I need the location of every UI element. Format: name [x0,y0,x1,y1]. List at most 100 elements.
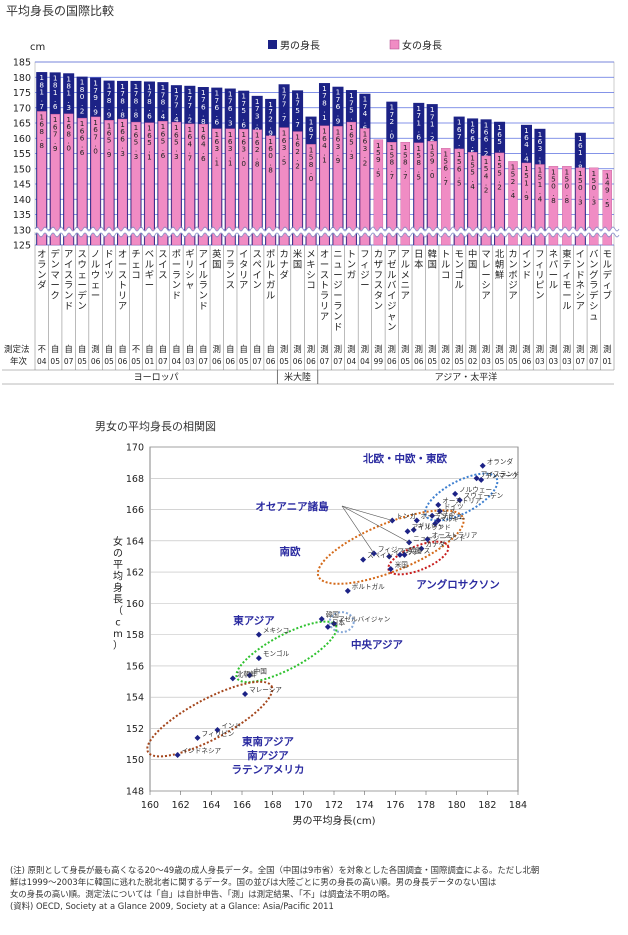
bar-female [481,155,491,246]
data-label-female-char: 6 [201,154,206,163]
data-label-female: 163.1 [228,130,233,168]
x-tick-label-char: イ [387,291,396,302]
x-tick-label-char: ル [454,280,463,291]
data-label-male-char: 2 [188,116,193,125]
data-label-female-char: 8 [416,158,421,167]
data-label-male-char: 1 [309,118,314,127]
data-label-female-char: . [175,145,177,154]
x-tick-label-char: マ [481,249,490,260]
scatter-point [331,620,337,627]
data-label-male-char: 7 [295,120,300,129]
bar-female [346,121,357,246]
data-label-male-char: 7 [161,90,166,99]
data-label-male-char: 8 [66,81,71,90]
data-label-male-char: 8 [147,97,152,106]
x-tick-label-char: ル [401,259,410,270]
bar-female [440,148,451,246]
scatter-y-label-char: c [115,618,121,629]
y-unit-label: cm [30,42,45,53]
x-tick-label-char: ィ [562,270,571,281]
label-pointer [341,505,375,554]
x-tick-label-char: ィ [603,280,612,291]
data-label-male: 176.9 [336,88,341,126]
data-label-male-char: 6 [309,125,314,134]
x-tick-label-char: ド [333,322,342,333]
data-label-female-char: . [525,186,527,195]
data-label-female-char: 2 [484,186,489,195]
data-label-female: 149.5 [605,171,610,209]
x-tick-label-char: フ [535,249,544,260]
method-label: 自 [145,344,153,354]
data-label-male-char: 1 [241,92,246,101]
year-label: 05 [454,357,464,366]
x-tick-label-char: ダ [37,279,46,291]
year-label: 07 [199,357,209,366]
bar-female [225,128,235,246]
data-label-male: 177.2 [188,87,193,125]
scatter-point [479,462,486,469]
data-label-female: 167.9 [53,115,58,153]
cluster-label: 中央アジア [351,638,404,651]
data-label-female-char: 1 [107,121,112,130]
x-tick-label-char: ス [158,270,167,281]
data-label-male-char: 9 [93,93,98,102]
method-label: 測 [320,344,328,354]
data-label-female-char: 3 [363,144,368,153]
x-tick-label: デンマーク [51,248,61,302]
point-label: ポルトガル [352,582,385,591]
x-tick-label: ポーランド [172,249,181,302]
data-label-female-char: 6 [268,144,273,153]
data-label-male-char: . [202,110,204,119]
data-label-female-char: 4 [470,182,475,191]
scatter-x-tick: 162 [172,800,190,811]
x-tick-label-char: ン [347,259,356,270]
data-label-male-char: 1 [578,148,583,157]
year-label: 05 [401,357,411,366]
data-label-male-char: 7 [228,97,233,106]
data-label-male-char: 1 [457,118,462,127]
data-label-male-char: 8 [53,81,58,90]
data-label-female-char: 1 [120,120,125,129]
scatter-y-label-char: 女 [113,535,123,548]
data-label-female: 165.3 [174,123,179,161]
method-label: 測 [576,344,584,354]
x-tick-label-char: フ [360,249,369,260]
x-tick-label-char: ピ [535,280,544,291]
x-tick-label-char: ェ [91,280,100,291]
method-label: 自 [266,344,274,354]
data-label-male: 176.8 [201,88,206,126]
scatter-point [229,675,236,682]
x-tick-label: オーストラリア [320,249,329,322]
x-tick-label: フィジー [360,249,369,291]
data-label-male-char: 8 [134,96,139,105]
x-tick-label: 米国 [293,248,302,270]
data-label-female-char: 0 [66,144,71,153]
x-tick-label-char: 国 [293,259,302,270]
x-tick-label-char: ン [37,270,46,281]
x-tick-label-char: ラ [333,301,342,312]
x-tick-label-char: フ [374,270,383,281]
year-label: 06 [225,357,235,366]
point-label: フィリピン [202,730,235,738]
data-label-female: 164.6 [201,125,206,163]
source-line: (資料) OECD, Society at a Glance 2009, Soc… [10,901,334,911]
bar-female [467,152,478,246]
data-label-female-char: 6 [214,137,219,146]
method-label: 自 [51,344,59,354]
x-tick-label-char: テ [562,259,571,270]
data-label-female-char: 4 [484,171,489,180]
data-label-female: 150.3 [578,169,583,207]
data-label-female-char: 1 [565,167,570,176]
bar-female [306,144,316,246]
data-label-female-char: 5 [538,173,543,182]
data-label-female-char: 1 [524,164,529,173]
data-label-male: 174.6 [363,95,368,133]
data-label-male-char: . [67,96,69,105]
x-tick-label-char: ル [266,291,275,302]
data-label-male-char: 1 [93,79,98,88]
point-label: ニュージーランド [413,534,466,542]
x-tick-label-char: ウ [77,259,86,270]
scatter-y-label: 女の平均身長（cm） [113,535,123,652]
data-label-male-char: 8 [578,163,583,172]
x-tick-label-char: ル [549,280,558,291]
